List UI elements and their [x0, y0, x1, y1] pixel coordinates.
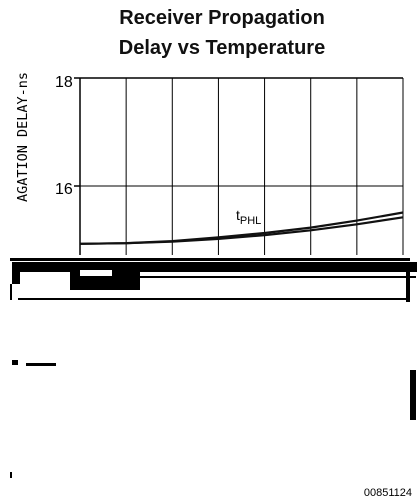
artifact-block-inner: [80, 270, 112, 276]
figure-id: 00851124: [364, 487, 412, 499]
artifact-dash-left: [12, 360, 18, 365]
artifact-bar-top: [10, 258, 410, 261]
artifact-block-left: [12, 262, 20, 284]
y-tick-label-18: 18: [55, 74, 73, 91]
artifact-box-left: [10, 284, 12, 300]
series-layer: [79, 211, 404, 245]
artifact-line-long: [140, 276, 416, 278]
series-label-main: t: [236, 207, 240, 223]
image-artifact-region: [10, 258, 417, 478]
artifact-mark-bottom: [10, 472, 12, 478]
artifact-box-right: [406, 262, 410, 302]
series-label-tphl: tPHL: [236, 207, 261, 227]
chart-title-line-2: Delay vs Temperature: [119, 37, 325, 59]
plot-grid: [74, 77, 404, 255]
series-line-2: [79, 211, 404, 245]
series-label-subscript: PHL: [240, 215, 261, 227]
artifact-tick-right: [410, 370, 416, 420]
artifact-block-main: [70, 266, 140, 290]
artifact-bar-thick: [12, 262, 417, 272]
y-axis-label: AGATION DELAY-ns: [15, 72, 31, 202]
artifact-dash-mid: [26, 363, 56, 366]
chart-title-line-1: Receiver Propagation: [119, 7, 325, 29]
y-tick-label-16: 16: [55, 181, 73, 198]
artifact-line-mid: [18, 298, 408, 300]
